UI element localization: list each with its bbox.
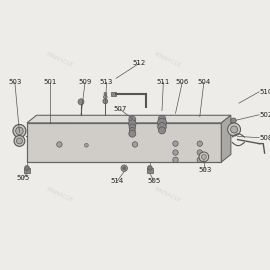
Text: PINNACLE: PINNACLE xyxy=(153,186,182,203)
Text: 506: 506 xyxy=(176,79,189,85)
Circle shape xyxy=(129,124,136,130)
Circle shape xyxy=(103,99,108,104)
Text: 510: 510 xyxy=(259,89,270,95)
Text: 508: 508 xyxy=(259,135,270,141)
Circle shape xyxy=(231,118,236,123)
Circle shape xyxy=(57,142,62,147)
Circle shape xyxy=(158,115,166,123)
Circle shape xyxy=(197,157,202,163)
Circle shape xyxy=(231,128,236,133)
Text: 502: 502 xyxy=(259,112,270,118)
Text: 511: 511 xyxy=(157,79,170,85)
Circle shape xyxy=(129,130,136,137)
Bar xyxy=(111,92,116,96)
Circle shape xyxy=(197,150,202,155)
Circle shape xyxy=(129,116,136,123)
Circle shape xyxy=(14,136,25,146)
Circle shape xyxy=(147,166,152,170)
Circle shape xyxy=(104,92,107,95)
Text: 512: 512 xyxy=(132,60,146,66)
Circle shape xyxy=(123,167,126,170)
Bar xyxy=(27,123,221,162)
Text: 505: 505 xyxy=(16,175,30,181)
Text: 513: 513 xyxy=(100,79,113,85)
Circle shape xyxy=(16,127,23,135)
Text: PINNACLE: PINNACLE xyxy=(153,113,182,130)
Text: 503: 503 xyxy=(198,167,212,173)
Polygon shape xyxy=(221,115,231,162)
Circle shape xyxy=(129,120,136,127)
Text: 504: 504 xyxy=(197,79,211,85)
Polygon shape xyxy=(27,115,231,123)
Bar xyxy=(147,168,153,173)
Circle shape xyxy=(158,127,166,134)
Circle shape xyxy=(201,154,206,159)
Circle shape xyxy=(132,142,138,147)
Circle shape xyxy=(157,118,167,127)
Circle shape xyxy=(85,143,88,147)
Circle shape xyxy=(231,123,236,128)
Text: 509: 509 xyxy=(78,79,92,85)
Circle shape xyxy=(25,166,29,170)
Text: PINNACLE: PINNACLE xyxy=(45,51,74,68)
Circle shape xyxy=(173,141,178,146)
Bar xyxy=(24,168,30,173)
Circle shape xyxy=(231,126,238,133)
Text: 505: 505 xyxy=(147,178,161,184)
Circle shape xyxy=(158,123,166,131)
Circle shape xyxy=(16,138,22,144)
Circle shape xyxy=(129,127,135,133)
Text: 503: 503 xyxy=(8,79,22,85)
Circle shape xyxy=(121,165,127,171)
Circle shape xyxy=(13,124,26,137)
Circle shape xyxy=(78,99,84,105)
Text: 501: 501 xyxy=(43,79,57,85)
Circle shape xyxy=(173,157,178,163)
Circle shape xyxy=(103,95,107,99)
Circle shape xyxy=(197,141,202,146)
Text: 514: 514 xyxy=(111,178,124,184)
Text: PINNACLE: PINNACLE xyxy=(153,51,182,68)
Circle shape xyxy=(199,152,209,162)
Text: PINNACLE: PINNACLE xyxy=(45,186,74,203)
Circle shape xyxy=(173,150,178,155)
Text: PINNACLE: PINNACLE xyxy=(45,113,74,130)
Text: 507: 507 xyxy=(113,106,127,112)
Circle shape xyxy=(228,123,241,136)
